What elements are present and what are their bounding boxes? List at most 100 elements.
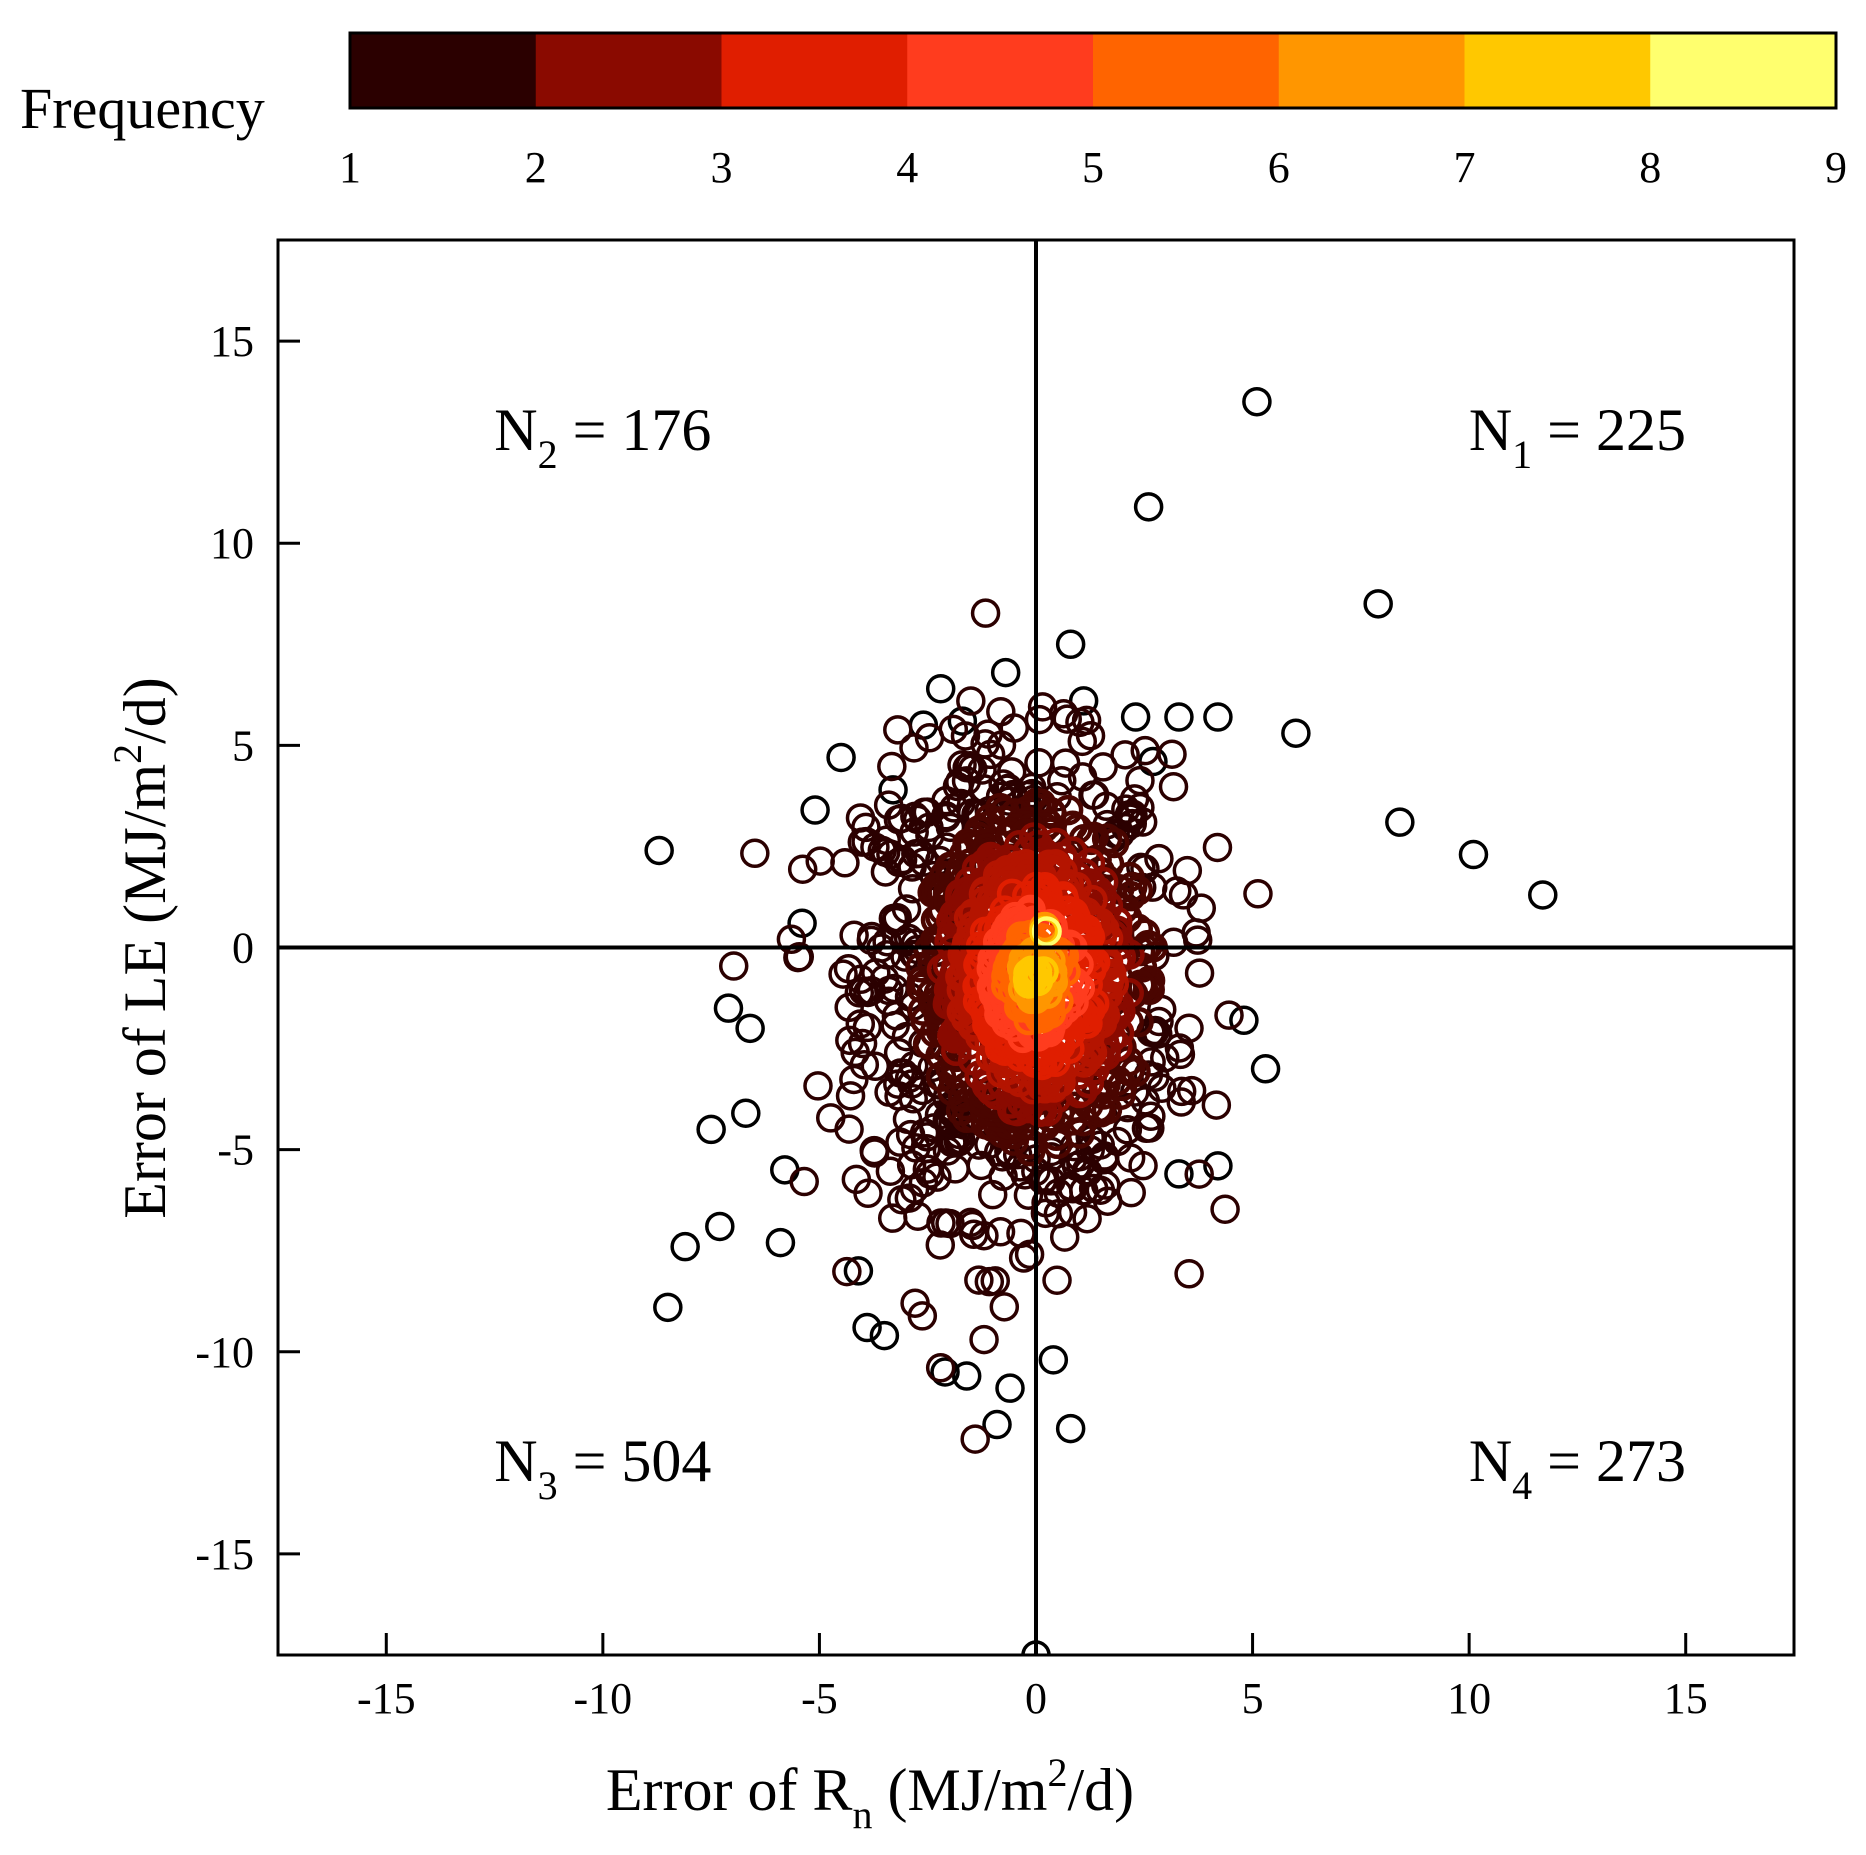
data-point <box>1072 1203 1102 1234</box>
quadrant-label-bottom-left: N3 = 504 <box>494 1428 711 1508</box>
y-axis-label: Error of LE (MJ/m2/d) <box>105 677 178 1219</box>
data-point <box>1164 1159 1194 1189</box>
data-point <box>901 1133 931 1163</box>
data-point <box>990 657 1021 688</box>
colorbar-title: Frequency <box>20 76 265 141</box>
colorbar-segment <box>907 33 1094 108</box>
data-point <box>1042 1265 1072 1296</box>
quadrant-labels: N1 = 225 N2 = 176 N3 = 504 N4 = 273 <box>494 397 1686 1508</box>
data-point <box>956 686 986 716</box>
data-point <box>1024 747 1054 778</box>
data-point <box>951 766 982 796</box>
data-point <box>1363 589 1393 619</box>
x-axis-ticks: -15 -10 -5 0 5 10 15 <box>357 1633 1708 1723</box>
colorbar-tick-label: 6 <box>1268 143 1290 192</box>
data-point <box>847 1028 878 1059</box>
x-tick-label: 5 <box>1242 1674 1264 1723</box>
colorbar-tick-label: 3 <box>711 143 733 192</box>
colorbar-tick-label: 8 <box>1639 143 1661 192</box>
data-point <box>1093 848 1125 880</box>
quadrant-label-top-left: N2 = 176 <box>494 397 711 477</box>
colorbar-border <box>348 31 1838 110</box>
data-point <box>950 721 981 751</box>
data-point <box>670 1231 700 1262</box>
x-axis-label: Error of Rn (MJ/m2/d) <box>606 1750 1134 1837</box>
data-point <box>1385 807 1415 837</box>
data-point <box>834 1114 864 1144</box>
data-point <box>1050 748 1081 778</box>
data-point <box>960 1424 990 1454</box>
data-point <box>852 1312 882 1343</box>
data-point <box>1130 735 1160 766</box>
data-point <box>1242 386 1272 417</box>
colorbar-tick-label: 1 <box>339 143 361 192</box>
data-point <box>803 1071 833 1101</box>
data-point <box>900 1288 930 1318</box>
data-point <box>787 908 817 938</box>
data-point <box>1214 1000 1244 1030</box>
quadrant-label-bottom-right: N4 = 273 <box>1469 1428 1686 1508</box>
data-point <box>851 812 881 843</box>
data-point <box>1166 1087 1197 1117</box>
data-point <box>1158 771 1189 802</box>
data-point <box>955 1207 986 1238</box>
data-point <box>1174 1259 1204 1289</box>
data-point <box>828 959 858 989</box>
data-point <box>1120 702 1151 732</box>
colorbar-tick-label: 7 <box>1454 143 1476 192</box>
data-point <box>878 775 908 805</box>
data-point <box>835 1081 866 1111</box>
colorbar-segment <box>535 33 722 108</box>
data-point <box>852 1012 883 1043</box>
data-point <box>1184 958 1215 988</box>
data-point <box>843 1256 874 1286</box>
data-point <box>896 1149 927 1180</box>
y-tick-label: 15 <box>210 317 254 366</box>
data-point <box>1201 1090 1232 1120</box>
data-point <box>1110 740 1140 770</box>
data-point <box>947 706 978 736</box>
x-tick-label: -10 <box>574 1674 633 1723</box>
data-point <box>696 1114 726 1145</box>
data-point <box>740 838 770 869</box>
data-point <box>713 993 744 1023</box>
data-point <box>1067 726 1098 757</box>
x-tick-label: -15 <box>357 1674 416 1723</box>
data-point <box>883 715 913 745</box>
data-point <box>1055 1413 1086 1444</box>
data-point <box>1052 704 1083 734</box>
x-tick-label: 10 <box>1447 1674 1491 1723</box>
colorbar-segment <box>1464 33 1651 108</box>
data-point <box>849 1049 880 1080</box>
data-point <box>1528 880 1558 910</box>
data-point <box>1091 791 1122 822</box>
data-point <box>999 713 1030 743</box>
data-point <box>985 1217 1016 1247</box>
data-point <box>1038 1345 1069 1375</box>
x-tick-label: 0 <box>1025 1674 1047 1723</box>
data-point <box>1047 766 1077 796</box>
data-point <box>1164 702 1194 732</box>
colorbar-segment <box>1650 33 1837 108</box>
data-point <box>935 1208 965 1239</box>
data-point <box>925 674 956 704</box>
data-point <box>1202 832 1233 863</box>
y-tick-label: -5 <box>217 1126 254 1175</box>
data-point <box>770 1155 800 1185</box>
data-point <box>826 742 856 773</box>
data-point <box>718 951 749 981</box>
data-point <box>982 1409 1012 1440</box>
data-point <box>776 924 807 955</box>
x-tick-label: 15 <box>1664 1674 1708 1723</box>
data-point <box>789 1166 819 1197</box>
data-point <box>1112 1115 1143 1145</box>
data-point <box>1133 492 1164 522</box>
data-point <box>1203 1151 1233 1181</box>
data-point <box>922 1162 952 1192</box>
data-point <box>975 739 1006 770</box>
data-point <box>787 854 818 885</box>
data-point <box>951 1361 982 1391</box>
data-point <box>869 1320 900 1351</box>
colorbar-tick-labels: 1 2 3 4 5 6 7 8 9 <box>339 143 1847 192</box>
